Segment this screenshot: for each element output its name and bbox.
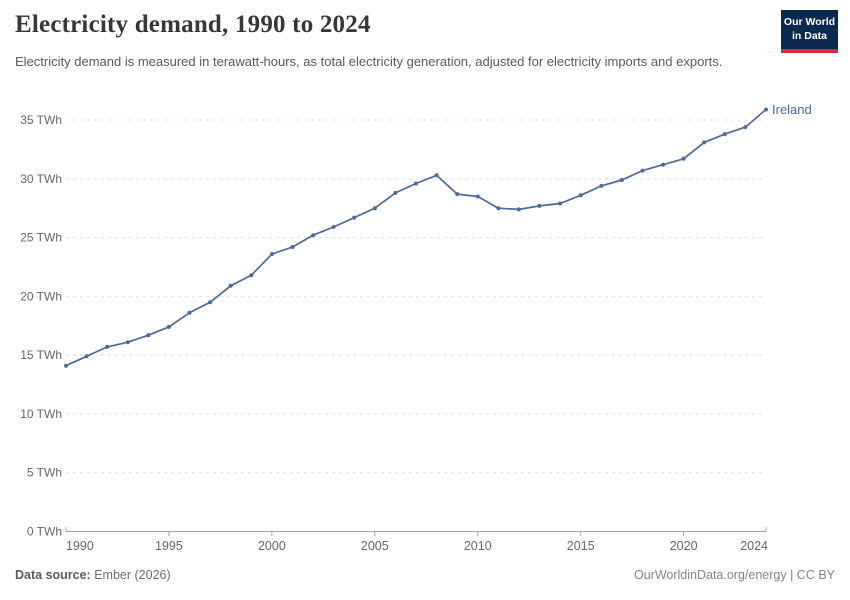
data-point [537,203,542,208]
data-point [84,354,89,359]
x-tick-label: 2024 [740,539,768,553]
data-point [661,162,666,167]
axes [65,527,767,536]
owid-logo[interactable]: Our World in Data [781,10,838,53]
data-point [228,283,233,288]
data-source-label: Data source: [15,568,91,582]
data-point [352,215,357,220]
data-point [455,192,460,197]
data-point [105,344,110,349]
data-point [434,173,439,178]
data-point [146,333,151,338]
data-point [516,207,521,212]
y-tick-label: 10 TWh [20,407,62,421]
series-label: Ireland [772,102,812,117]
owid-logo-line1: Our World [783,16,836,29]
data-point [372,206,377,211]
axis-labels: 0 TWh 5 TWh 10 TWh 15 TWh 20 TWh 25 TWh 30 TWh… [20,113,768,553]
y-tick-label: 15 TWh [20,348,62,362]
x-tick-label: 2015 [567,539,595,553]
data-point [599,183,604,188]
data-point [764,107,768,112]
data-point [208,300,213,305]
data-point [125,340,130,345]
page-title: Electricity demand, 1990 to 2024 [15,11,371,38]
data-point [640,168,645,173]
data-point [619,178,624,182]
y-tick-label: 35 TWh [20,113,62,127]
y-tick-label: 30 TWh [20,172,62,186]
x-tick-label: 2000 [258,539,286,553]
x-tick-label: 2020 [670,539,698,553]
data-point [578,193,583,198]
data-point [249,273,254,278]
data-point [311,233,316,238]
data-point [331,225,336,229]
data-source: Data source: Ember (2026) [15,568,171,582]
data-series: Ireland [64,102,812,368]
y-tick-label: 5 TWh [27,466,62,480]
data-point [496,206,501,211]
gridlines [66,119,766,474]
data-point [393,190,398,195]
y-tick-label: 0 TWh [27,525,62,539]
footer-credit-link[interactable]: OurWorldinData.org/energy | CC BY [633,568,835,582]
x-tick-label: 2005 [361,539,389,553]
chart-subtitle: Electricity demand is measured in terawa… [15,54,723,69]
owid-logo-line2: in Data [791,29,827,42]
data-point [290,245,295,249]
x-tick-label: 2010 [464,539,492,553]
chart-footer: Data source: Ember (2026) OurWorldinData… [15,568,835,582]
data-point [681,156,686,161]
data-point [702,140,707,145]
data-point [414,181,418,186]
y-tick-label: 20 TWh [20,289,62,303]
y-tick-label: 25 TWh [20,231,62,245]
data-point [475,194,480,199]
x-tick-label: 1990 [66,539,94,553]
data-point [558,201,563,206]
data-point [269,252,274,257]
data-point [743,125,748,130]
data-point [64,363,68,368]
data-point [722,132,727,137]
x-tick-label: 1995 [155,539,183,553]
data-point [187,310,192,315]
data-source-value: Ember (2026) [94,568,171,582]
data-point [166,324,171,329]
